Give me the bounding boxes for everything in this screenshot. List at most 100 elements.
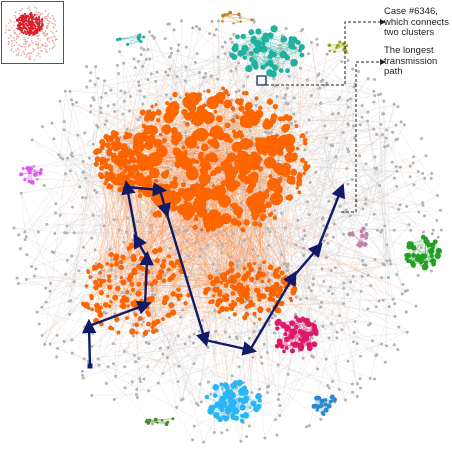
- skyblue-cluster-node: [227, 398, 234, 405]
- thumbnail-node: [29, 43, 32, 46]
- case-node: [144, 340, 148, 344]
- cross-edge: [234, 221, 386, 363]
- main-cluster-node: [137, 188, 142, 193]
- case-node: [138, 115, 142, 119]
- case-node: [352, 340, 356, 344]
- main-cluster-node: [181, 145, 186, 150]
- case-node: [210, 19, 214, 23]
- thumbnail-node: [52, 18, 55, 21]
- main-cluster-node: [273, 267, 280, 274]
- case-node: [360, 274, 364, 278]
- case-node: [113, 109, 117, 113]
- thumbnail-node: [27, 37, 30, 39]
- main-cluster-node: [170, 309, 177, 316]
- case-node: [132, 57, 136, 61]
- thumbnail-node: [36, 7, 38, 10]
- case-node: [301, 27, 305, 31]
- skyblue-cluster-node: [236, 379, 243, 387]
- main-cluster-node: [102, 302, 109, 308]
- main-cluster-node: [223, 89, 229, 95]
- case-node: [177, 43, 181, 47]
- main-cluster-node: [180, 157, 193, 171]
- case-node: [19, 191, 23, 195]
- cross-edge: [123, 248, 314, 298]
- main-cluster-node: [83, 302, 90, 308]
- path-case-node: [134, 237, 140, 243]
- main-cluster-node: [266, 307, 271, 313]
- main-cluster-node: [160, 263, 166, 269]
- main-cluster-node: [161, 317, 165, 321]
- main-cluster-node: [129, 180, 136, 187]
- darkgreen-cluster-node: [164, 422, 169, 427]
- path-case-node: [247, 347, 253, 353]
- main-cluster-node: [131, 301, 138, 308]
- main-cluster-node: [113, 261, 120, 267]
- main-cluster-node: [150, 104, 154, 109]
- main-cluster-node: [158, 132, 163, 137]
- pink-cluster-node: [284, 346, 289, 350]
- teal-cluster-node: [251, 35, 257, 41]
- main-cluster-node: [156, 273, 163, 281]
- skyblue-cluster-node: [222, 391, 229, 397]
- case-node: [315, 43, 319, 47]
- case-node: [139, 46, 143, 50]
- main-cluster-node: [264, 286, 271, 293]
- case-node: [351, 274, 355, 278]
- darkgreen-cluster-node: [148, 418, 152, 422]
- main-cluster-node: [161, 124, 172, 135]
- case-node: [35, 177, 39, 181]
- mauve-cluster-node: [361, 242, 366, 247]
- case-node: [424, 154, 428, 158]
- thumbnail-node: [44, 45, 47, 47]
- cluster-edge: [96, 190, 165, 268]
- case-node: [169, 46, 173, 50]
- case-node: [323, 124, 327, 128]
- case-node: [206, 380, 210, 384]
- case-node: [40, 125, 44, 129]
- case-node: [284, 26, 288, 30]
- thumbnail-node: [44, 10, 47, 12]
- main-cluster-node: [167, 267, 171, 272]
- case-node: [275, 95, 279, 99]
- case-node: [81, 245, 85, 249]
- main-cluster-node: [192, 184, 207, 198]
- main-cluster-node: [129, 328, 136, 335]
- pink-cluster-node: [282, 349, 286, 354]
- case-node: [97, 363, 101, 367]
- main-cluster-node: [137, 193, 143, 198]
- cluster-edge: [129, 151, 248, 294]
- case-node: [348, 214, 352, 218]
- main-cluster-node: [155, 109, 162, 116]
- darkgreen-cluster-node: [171, 417, 175, 421]
- case-node: [69, 98, 73, 102]
- case-node: [55, 333, 59, 337]
- cluster-edge: [115, 179, 130, 280]
- case-node: [59, 155, 63, 159]
- teal-cluster-node: [231, 45, 239, 53]
- cluster-edge: [88, 307, 220, 312]
- thumbnail-node: [28, 6, 30, 8]
- case-node: [296, 218, 300, 222]
- case-node: [55, 355, 59, 359]
- teal-cluster-node: [270, 25, 278, 33]
- thumbnail-node: [49, 16, 52, 19]
- network-edge: [21, 193, 26, 232]
- case-node: [76, 133, 80, 137]
- thumbnail-cluster-node: [36, 18, 39, 21]
- case-node: [194, 240, 198, 244]
- thumbnail-node: [23, 45, 26, 48]
- case-node: [57, 153, 61, 157]
- network-edge: [279, 356, 312, 416]
- darkgreen-cluster-node: [145, 419, 149, 423]
- network-edge: [268, 224, 410, 387]
- pink-cluster-node: [289, 348, 295, 354]
- case-node: [83, 131, 87, 135]
- skyblue-cluster-node: [238, 388, 246, 396]
- case-node: [326, 383, 330, 387]
- main-cluster-node: [99, 156, 107, 163]
- case-node: [314, 170, 318, 174]
- case-node: [342, 232, 346, 236]
- thumbnail-node: [10, 49, 13, 52]
- case-node: [72, 280, 76, 284]
- main-cluster-node: [149, 282, 154, 287]
